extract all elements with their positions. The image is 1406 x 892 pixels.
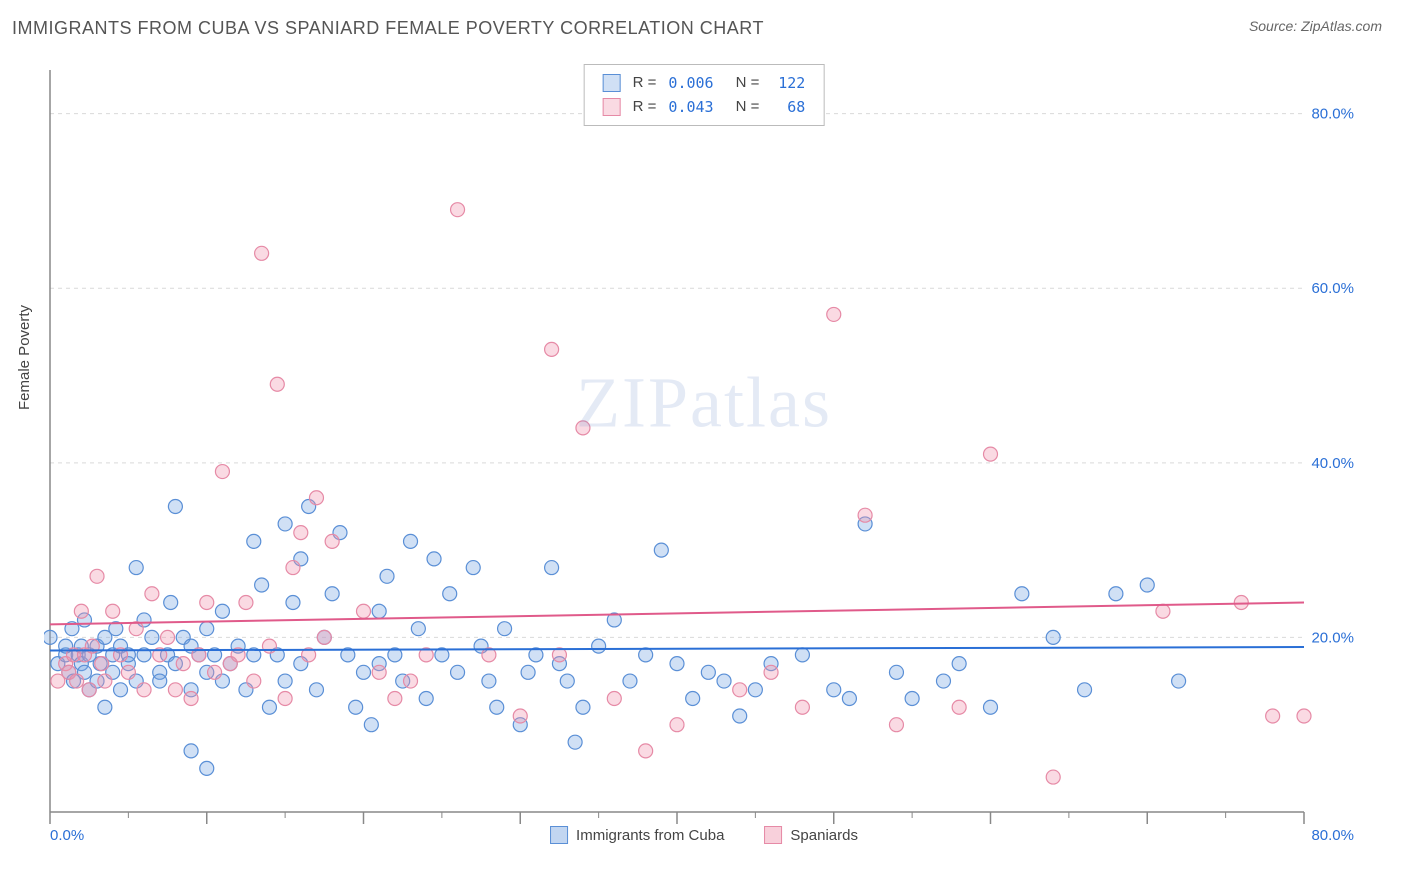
svg-text:0.0%: 0.0% [50,827,84,840]
r-label: R = [633,71,657,95]
legend-label: Spaniards [790,827,858,844]
stats-legend: R = 0.006 N = 122 R = 0.043 N = 68 [584,64,825,126]
legend-swatch [550,826,568,844]
legend-swatch [603,74,621,92]
r-value: 0.043 [668,95,713,119]
legend-swatch [764,826,782,844]
legend-item: Immigrants from Cuba [550,826,724,844]
n-value: 122 [771,71,805,95]
series-legend: Immigrants from Cuba Spaniards [550,826,858,844]
legend-swatch [603,98,621,116]
stats-row: R = 0.006 N = 122 [603,71,806,95]
svg-text:60.0%: 60.0% [1311,280,1354,297]
svg-text:80.0%: 80.0% [1311,106,1354,123]
y-axis-label: Female Poverty [16,305,33,410]
svg-text:20.0%: 20.0% [1311,629,1354,646]
source-attribution: Source: ZipAtlas.com [1249,18,1382,34]
r-value: 0.006 [668,71,713,95]
n-label: N = [736,95,760,119]
legend-item: Spaniards [764,826,858,844]
legend-label: Immigrants from Cuba [576,827,724,844]
svg-text:80.0%: 80.0% [1311,827,1354,840]
svg-text:40.0%: 40.0% [1311,455,1354,472]
n-label: N = [736,71,760,95]
scatter-plot: 20.0% 40.0% 60.0% 80.0% 0.0% 80.0% [44,60,1364,840]
stats-row: R = 0.043 N = 68 [603,95,806,119]
n-value: 68 [771,95,805,119]
chart-title: IMMIGRANTS FROM CUBA VS SPANIARD FEMALE … [12,18,764,39]
r-label: R = [633,95,657,119]
chart-container: Female Poverty R = 0.006 N = 122 R = 0.0… [44,60,1364,840]
